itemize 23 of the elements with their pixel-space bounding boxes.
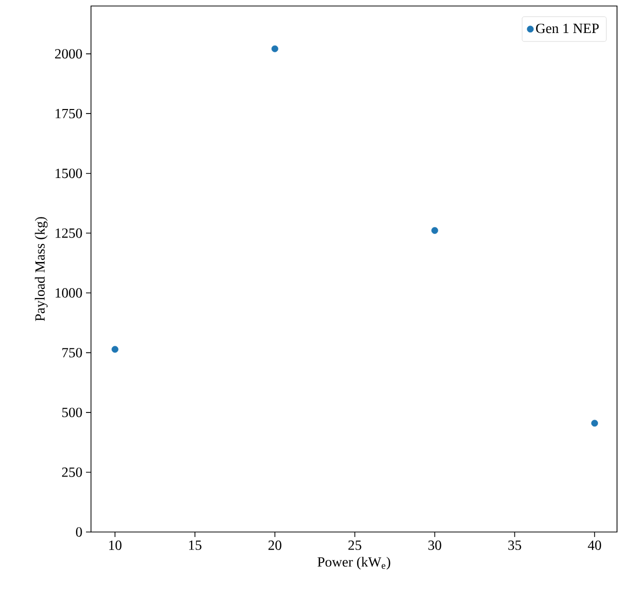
point	[271, 45, 278, 52]
x-tick-label: 15	[189, 540, 202, 550]
x-axis-title: Power (kW$_{e}$)	[318, 556, 390, 570]
y-tick-label: 500	[62, 408, 82, 418]
legend-label: Gen 1 NEP	[536, 24, 599, 34]
point	[112, 346, 118, 353]
x-tick-label: 30	[428, 540, 442, 550]
x-tick-label: 40	[588, 540, 602, 550]
y-tick-label: 0	[76, 527, 82, 537]
y-tick-label: 1000	[56, 288, 82, 298]
y-tick-label: 1500	[56, 168, 82, 178]
y-tick-label: 2000	[55, 49, 82, 59]
x-tick-label: 25	[348, 540, 362, 550]
y-tick-label: 250	[62, 467, 82, 477]
y-tick-label: 1750	[56, 108, 82, 118]
point	[591, 420, 598, 427]
x-tick-label: 35	[508, 540, 522, 550]
point	[431, 227, 438, 234]
x-tick-label: 10	[109, 540, 122, 550]
y-tick-label: 1250	[56, 228, 82, 238]
x-tick-label: 20	[268, 540, 282, 550]
y-axis-title: Payload Mass (kg)	[34, 217, 48, 322]
y-tick-label: 750	[62, 348, 82, 358]
